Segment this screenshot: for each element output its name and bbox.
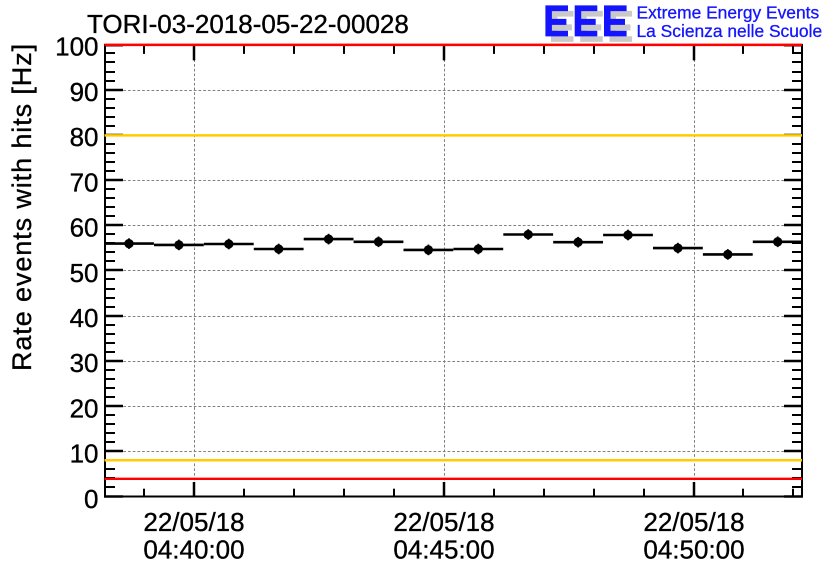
svg-text:20: 20 xyxy=(70,393,99,423)
svg-text:60: 60 xyxy=(70,213,99,243)
svg-text:La Scienza nelle Scuole: La Scienza nelle Scuole xyxy=(637,21,823,41)
svg-text:04:45:00: 04:45:00 xyxy=(393,535,494,565)
svg-text:40: 40 xyxy=(70,303,99,333)
svg-text:22/05/18: 22/05/18 xyxy=(143,507,244,537)
svg-text:TORI-03-2018-05-22-00028: TORI-03-2018-05-22-00028 xyxy=(87,9,409,39)
svg-text:04:50:00: 04:50:00 xyxy=(643,535,744,565)
svg-text:70: 70 xyxy=(70,167,99,197)
svg-text:30: 30 xyxy=(70,348,99,378)
svg-text:0: 0 xyxy=(84,484,98,514)
svg-text:Extreme Energy Events: Extreme Energy Events xyxy=(637,3,820,23)
svg-text:100: 100 xyxy=(55,32,98,62)
svg-text:90: 90 xyxy=(70,77,99,107)
svg-text:Rate events with hits [Hz]: Rate events with hits [Hz] xyxy=(7,43,37,371)
svg-text:22/05/18: 22/05/18 xyxy=(393,507,494,537)
svg-text:04:40:00: 04:40:00 xyxy=(143,535,244,565)
svg-text:80: 80 xyxy=(70,122,99,152)
svg-text:50: 50 xyxy=(70,258,99,288)
svg-text:10: 10 xyxy=(70,439,99,469)
svg-text:22/05/18: 22/05/18 xyxy=(643,507,744,537)
